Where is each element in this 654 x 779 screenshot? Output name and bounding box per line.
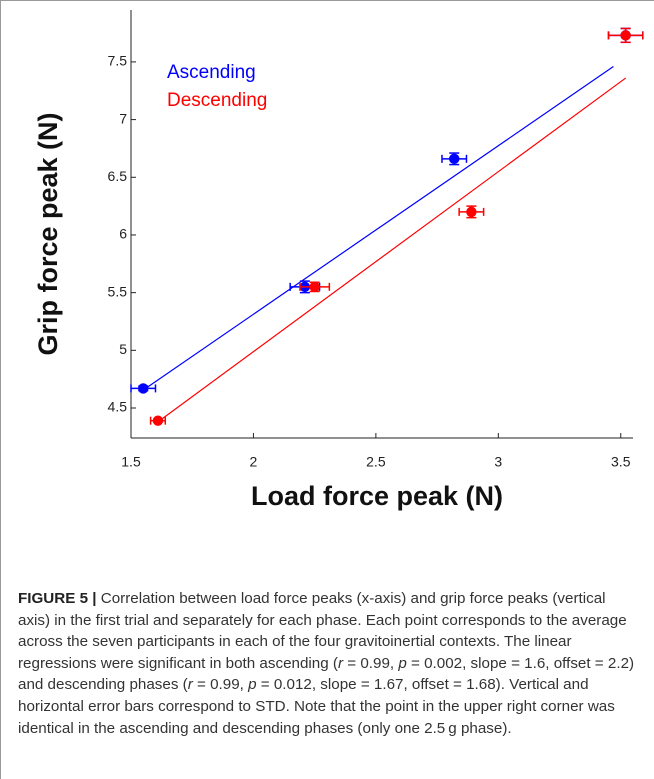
regression-line	[157, 77, 627, 423]
regression-line	[145, 66, 614, 389]
data-point	[309, 281, 320, 293]
caption-label: FIGURE 5 |	[18, 590, 97, 607]
x-tick-label: 1.5	[121, 454, 141, 470]
data-point	[152, 415, 164, 426]
caption-text: = 0.99,	[343, 654, 399, 672]
y-tick-label: 6.5	[108, 168, 128, 184]
figure-caption: FIGURE 5 | Correlation between load forc…	[18, 588, 638, 739]
y-tick-label: 6	[119, 226, 127, 242]
x-tick-label: 2.5	[366, 454, 386, 470]
data-point	[138, 383, 149, 394]
data-point	[620, 30, 631, 41]
caption-text: Correlation between load force peaks (x-…	[18, 590, 627, 672]
y-tick-label: 5.5	[108, 283, 128, 299]
y-axis-label: Grip force peak (N)	[33, 112, 63, 355]
chart: 1.5 2 2.5 3 3.5 4.5 5 5.5 6 6.5 7 7.5 Load force pea…	[33, 10, 644, 511]
y-tick-label: 4.5	[108, 399, 128, 415]
caption-text: = 0.99,	[192, 676, 249, 694]
caption-symbol: p	[398, 654, 407, 672]
legend-entry: Ascending	[167, 62, 256, 83]
y-tick-label: 7.5	[108, 53, 128, 69]
caption-symbol: r	[337, 654, 344, 672]
x-tick-label: 3.5	[611, 454, 631, 470]
legend-entry: Descending	[167, 90, 267, 111]
x-axis-label: Load force peak (N)	[251, 481, 503, 511]
data-point	[466, 206, 477, 218]
caption-text: = 0.002, slope = 1.6, offset = 2.2) and …	[18, 654, 635, 694]
x-tick-label: 2	[250, 454, 258, 470]
caption-text: = 0.012, slope = 1.67, offset = 1.68). V…	[18, 676, 615, 737]
caption-symbol: r	[187, 676, 193, 694]
y-tick-label: 7	[119, 110, 127, 126]
data-point	[449, 153, 460, 165]
caption-symbol: p	[248, 676, 257, 694]
y-tick-label: 5	[119, 341, 127, 357]
x-tick-label: 3	[494, 454, 502, 470]
